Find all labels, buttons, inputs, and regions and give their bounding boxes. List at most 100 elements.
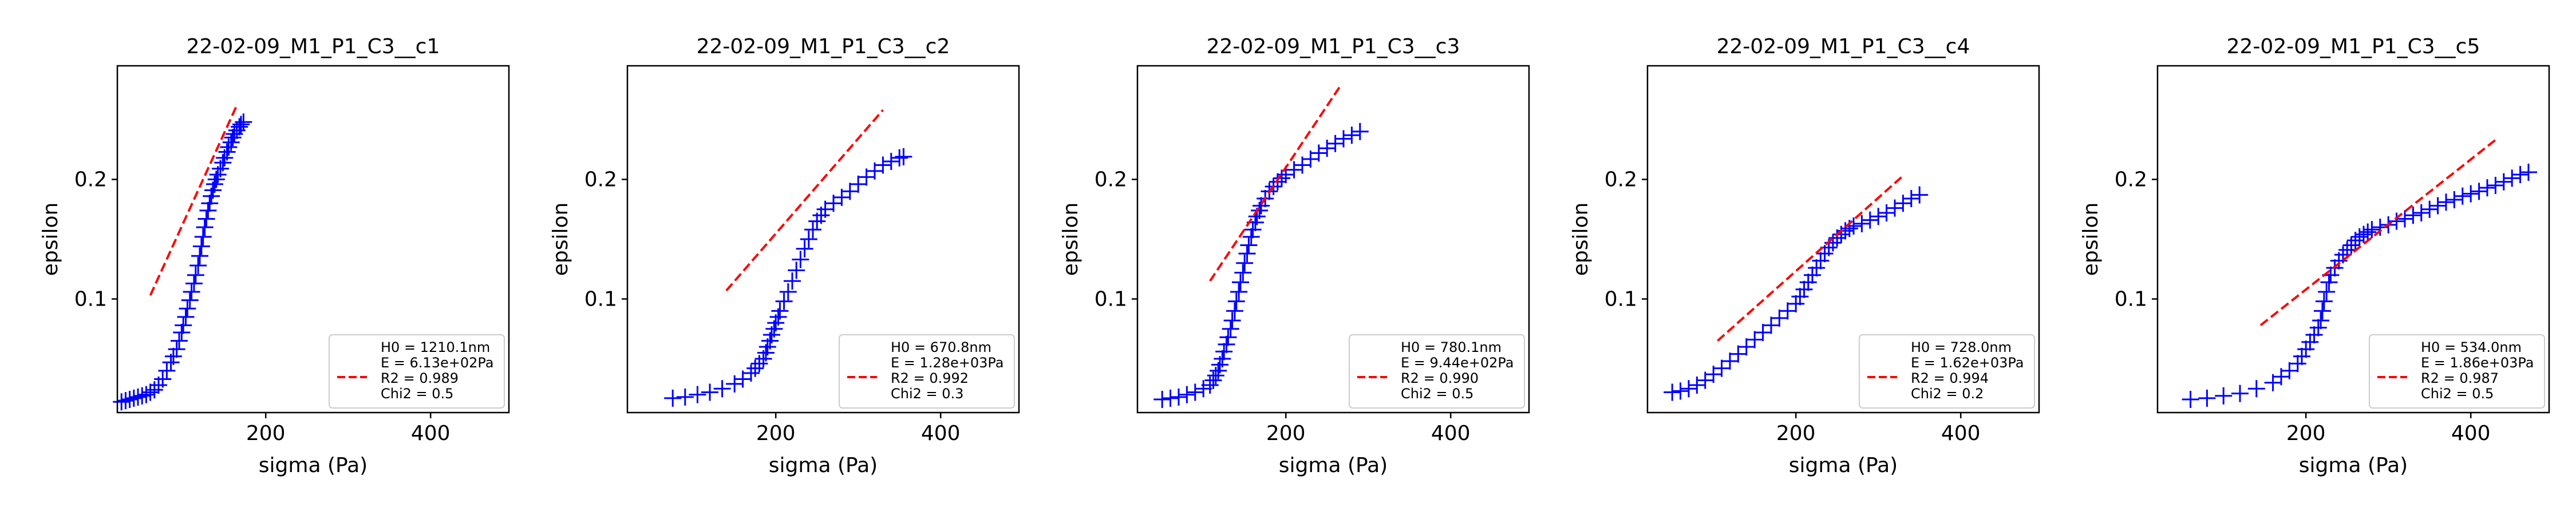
data-point [1853,215,1871,232]
legend-entry: Chi2 = 0.5 [2421,386,2494,402]
data-point [1273,169,1290,187]
data-point [2315,292,2333,310]
x-tick-label: 200 [1776,422,1816,445]
legend-box [1349,334,1525,409]
data-point [1754,323,1772,341]
data-point [1326,134,1344,152]
data-point [1870,208,1887,225]
legend-box [1859,334,2035,409]
legend-entry: H0 = 780.1nm [1401,339,1502,355]
data-point [2487,176,2504,194]
y-tick-label: 0.2 [2115,168,2147,192]
chart-title: 22-02-09_M1_P1_C3__c3 [1207,35,1460,58]
y-tick-label: 0.2 [74,168,107,192]
x-tick-label: 200 [2286,422,2326,445]
legend-entry: E = 6.13e+02Pa [381,355,493,371]
data-point [125,389,143,407]
fit-line [1717,175,1904,342]
data-point [1310,144,1327,162]
data-point [2421,200,2439,218]
data-point [676,388,694,406]
chart-panel-1: 22-02-09_M1_P1_C3__c1 200 400 0.1 0.2 sigma (… [39,35,510,477]
legend-entry: H0 = 670.8nm [891,339,991,355]
data-point [1204,371,1222,389]
data-point [1186,383,1204,401]
data-point [1812,252,1830,270]
data-point [201,195,219,212]
legend-entry: Chi2 = 0.5 [1401,386,1473,402]
data-point [1878,204,1895,222]
data-point [187,266,204,284]
data-point [1721,352,1739,370]
data-point [168,340,185,358]
data-point [1672,382,1689,400]
data-point [1335,130,1352,148]
x-tick-label: 400 [411,422,451,445]
plot-frame [2156,65,2550,414]
x-axis-label: sigma (Pa) [1279,454,1388,477]
data-point [214,154,232,172]
chart-panel-3: 22-02-09_M1_P1_C3__c3 200 400 0.1 0.2 sigma (… [1059,35,1530,477]
legend-entry: H0 = 534.0nm [2421,339,2522,355]
data-point [1729,345,1747,363]
legend-entry: R2 = 0.989 [381,370,459,386]
data-point [196,219,214,236]
legend-entry: R2 = 0.994 [1911,370,1989,386]
data-point [788,262,805,279]
data-point [2495,173,2512,191]
data-point [1285,161,1303,179]
data-point [2281,362,2298,379]
data-point [2412,204,2430,222]
data-point [1746,331,1764,348]
data-point [206,175,223,193]
data-point [1227,292,1245,310]
data-point [1343,126,1361,144]
data-point [1771,309,1788,327]
x-tick-label: 400 [921,422,961,445]
x-tick-label: 200 [756,422,796,445]
data-point [189,256,207,274]
data-point [235,113,252,131]
data-point [1861,211,1879,229]
data-point [164,347,182,365]
data-point [1791,288,1809,306]
data-point [841,183,859,200]
chart-panel-4: 22-02-09_M1_P1_C3__c4 200 400 0.1 0.2 sigma (… [1569,35,2040,477]
y-tick-label: 0.2 [1605,168,1637,192]
data-point [1240,236,1258,254]
data-point [804,221,821,239]
legend-entry: R2 = 0.990 [1401,370,1479,386]
data-point [1680,380,1697,398]
data-point [2312,312,2330,330]
data-point [2388,212,2405,230]
data-point [1230,283,1248,300]
data-point [1232,274,1249,291]
data-point [2363,221,2381,239]
data-point [1242,228,1260,245]
data-point [2314,302,2331,320]
legend-entry: E = 1.86e+03Pa [2421,355,2534,371]
data-point [192,237,210,255]
legend-entry: R2 = 0.992 [891,370,969,386]
x-tick-label: 400 [1941,422,1981,445]
data-point [1253,197,1270,215]
data-point [2301,333,2319,351]
data-point [1161,389,1179,407]
data-point [121,391,139,409]
data-point [1318,140,1336,157]
x-tick-label: 400 [2451,422,2491,445]
y-tick-label: 0.1 [2115,287,2147,311]
data-point [664,389,682,407]
legend-box [329,334,505,409]
data-point [2318,283,2336,300]
data-point [218,143,236,161]
legend-entry: E = 1.28e+03Pa [891,355,1003,371]
data-point [2445,191,2463,209]
data-point [874,156,892,174]
x-tick-label: 400 [1431,422,1471,445]
data-point [891,149,908,167]
x-axis-label: sigma (Pa) [2299,454,2408,477]
